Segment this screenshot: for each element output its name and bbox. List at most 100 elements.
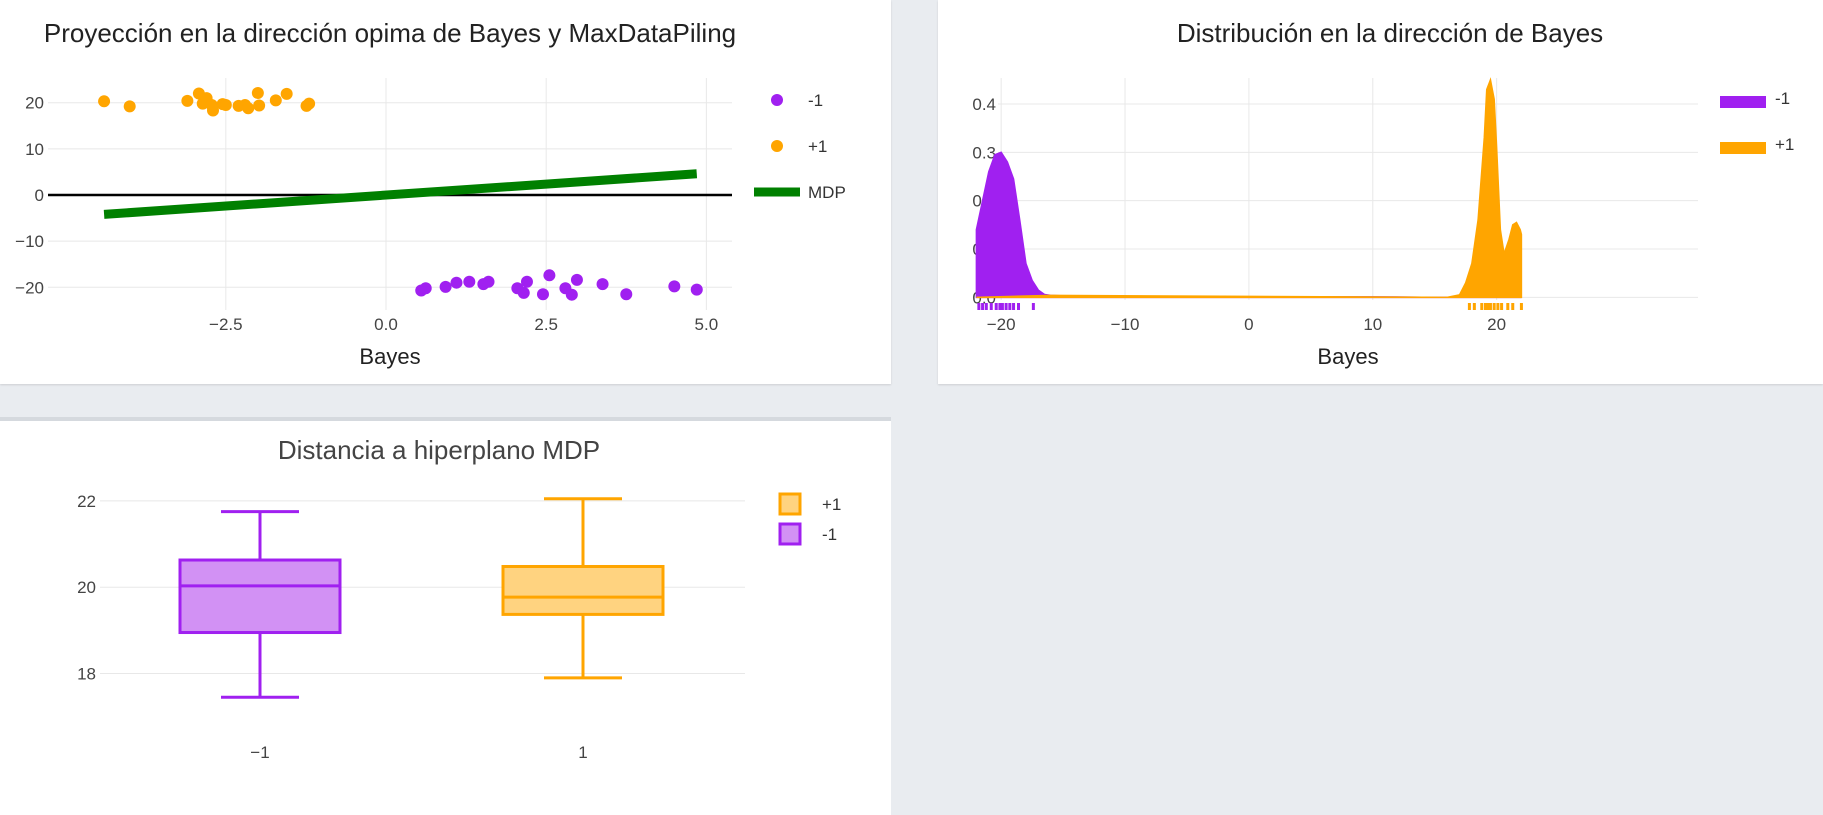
rug-mark-pos xyxy=(1472,303,1476,310)
rug-mark-pos xyxy=(1511,303,1515,310)
projection-plot-area: −2.5 0.0 2.5 5.0 20 10 0 −10 −20 xyxy=(15,78,732,334)
scatter-point-pos xyxy=(242,102,255,115)
scatter-point-pos xyxy=(181,94,194,107)
scatter-point-neg xyxy=(450,276,463,289)
rug-mark-neg xyxy=(994,303,998,310)
scatter-point-neg xyxy=(463,275,476,288)
scatter-point-pos xyxy=(207,104,219,117)
x-tick-label: 2.5 xyxy=(534,315,558,334)
projection-legend: -1 +1 MDP xyxy=(754,91,846,202)
scatter-point-neg xyxy=(543,269,556,282)
scatter-point-pos xyxy=(98,95,111,108)
box-neg xyxy=(178,510,342,699)
rug-mark-pos xyxy=(1483,303,1487,310)
y-tick-label: −20 xyxy=(15,278,44,297)
x-tick-label: 0.0 xyxy=(374,315,398,334)
boxplot-chart: Distancia a hiperplano MDP 22 20 18 −1 1 +1 -1 xyxy=(77,435,841,762)
x-tick-label: −2.5 xyxy=(209,315,243,334)
legend-marker xyxy=(778,492,802,516)
legend-label: MDP xyxy=(808,183,846,202)
iqr-box xyxy=(501,564,665,616)
y-tick-label: −10 xyxy=(15,232,44,251)
legend-label: -1 xyxy=(822,525,837,544)
distribution-chart: Distribución en la dirección de Bayes Ba… xyxy=(972,18,1794,369)
rug-mark-pos xyxy=(1467,303,1471,310)
x-tick-label: 0 xyxy=(1244,315,1253,334)
scatter-point-neg xyxy=(439,280,452,293)
legend-label: +1 xyxy=(1775,135,1794,154)
iqr-box xyxy=(178,558,342,635)
scatter-point-neg xyxy=(536,288,549,301)
scatter-point-neg xyxy=(570,273,583,286)
x-tick-label: 5.0 xyxy=(695,315,719,334)
distribution-legend: -1 +1 xyxy=(1720,89,1794,154)
scatter-point-pos xyxy=(123,100,136,113)
boxplot-title: Distancia a hiperplano MDP xyxy=(278,435,600,465)
scatter-point-neg xyxy=(668,280,681,293)
boxplot-panel: Distancia a hiperplano MDP 22 20 18 −1 1 +1 -1 xyxy=(0,417,891,815)
distribution-title: Distribución en la dirección de Bayes xyxy=(1177,18,1603,48)
legend-label: +1 xyxy=(808,137,827,156)
x-tick-label: −10 xyxy=(1111,315,1140,334)
scatter-point-neg xyxy=(482,275,495,288)
y-tick-label: 10 xyxy=(25,140,44,159)
rug-mark-pos xyxy=(1500,303,1504,310)
scatter-point-neg xyxy=(690,283,703,296)
x-tick-label: −1 xyxy=(250,743,269,762)
projection-chart: Proyección en la dirección opima de Baye… xyxy=(15,18,846,369)
rug-mark-neg xyxy=(1000,303,1004,310)
scatter-point-neg xyxy=(517,286,530,299)
rug-mark-neg xyxy=(1017,303,1021,310)
density-area-pos xyxy=(976,77,1523,299)
rug-mark-pos xyxy=(1519,303,1523,310)
scatter-point-pos xyxy=(253,99,266,112)
y-tick-label: 0.3 xyxy=(972,143,996,162)
rug-mark-neg xyxy=(1031,303,1035,310)
y-tick-label: 20 xyxy=(77,578,96,597)
y-tick-label: 18 xyxy=(77,665,96,684)
legend-label: -1 xyxy=(808,91,823,110)
scatter-point-pos xyxy=(269,94,282,107)
rug-mark-neg xyxy=(1008,303,1012,310)
scatter-point-neg xyxy=(565,288,578,301)
scatter-point-neg xyxy=(520,275,533,288)
rug-mark-pos xyxy=(1488,303,1492,310)
projection-title: Proyección en la dirección opima de Baye… xyxy=(44,18,736,48)
boxplot-plot-area: 22 20 18 −1 1 xyxy=(77,492,745,762)
y-tick-label: 22 xyxy=(77,492,96,511)
rug-mark-pos xyxy=(1486,303,1490,310)
rug-mark-neg xyxy=(1004,303,1008,310)
rug-mark-neg xyxy=(981,303,985,310)
x-tick-label: −20 xyxy=(987,315,1016,334)
x-tick-label: 10 xyxy=(1363,315,1382,334)
y-tick-label: 20 xyxy=(25,94,44,113)
rug-mark-neg xyxy=(977,303,981,310)
projection-x-axis-label: Bayes xyxy=(359,344,420,369)
y-tick-label: 0 xyxy=(35,186,44,205)
rug-mark-neg xyxy=(1012,303,1016,310)
boxplot-legend: +1 -1 xyxy=(778,492,841,546)
scatter-point-pos xyxy=(219,99,232,111)
rug-mark-pos xyxy=(1496,303,1500,310)
legend-marker xyxy=(1720,142,1766,154)
y-tick-label: 0.4 xyxy=(972,95,996,114)
scatter-point-pos xyxy=(251,87,264,99)
rug-mark-neg xyxy=(984,303,988,310)
rug-mark-pos xyxy=(1492,303,1496,310)
legend-label: -1 xyxy=(1775,89,1790,108)
rug-mark-pos xyxy=(1480,303,1484,310)
mdp-line xyxy=(103,169,698,219)
legend-marker xyxy=(771,94,783,106)
distribution-x-axis-label: Bayes xyxy=(1317,344,1378,369)
rug-mark-pos xyxy=(1506,303,1510,310)
x-tick-label: 1 xyxy=(578,743,587,762)
scatter-point-pos xyxy=(303,97,316,110)
legend-marker xyxy=(1720,96,1766,108)
legend-marker xyxy=(778,522,802,546)
legend-marker xyxy=(771,140,783,152)
scatter-point-pos xyxy=(280,87,293,100)
scatter-point-neg xyxy=(419,282,432,295)
scatter-point-neg xyxy=(596,278,609,291)
x-tick-label: 20 xyxy=(1487,315,1506,334)
